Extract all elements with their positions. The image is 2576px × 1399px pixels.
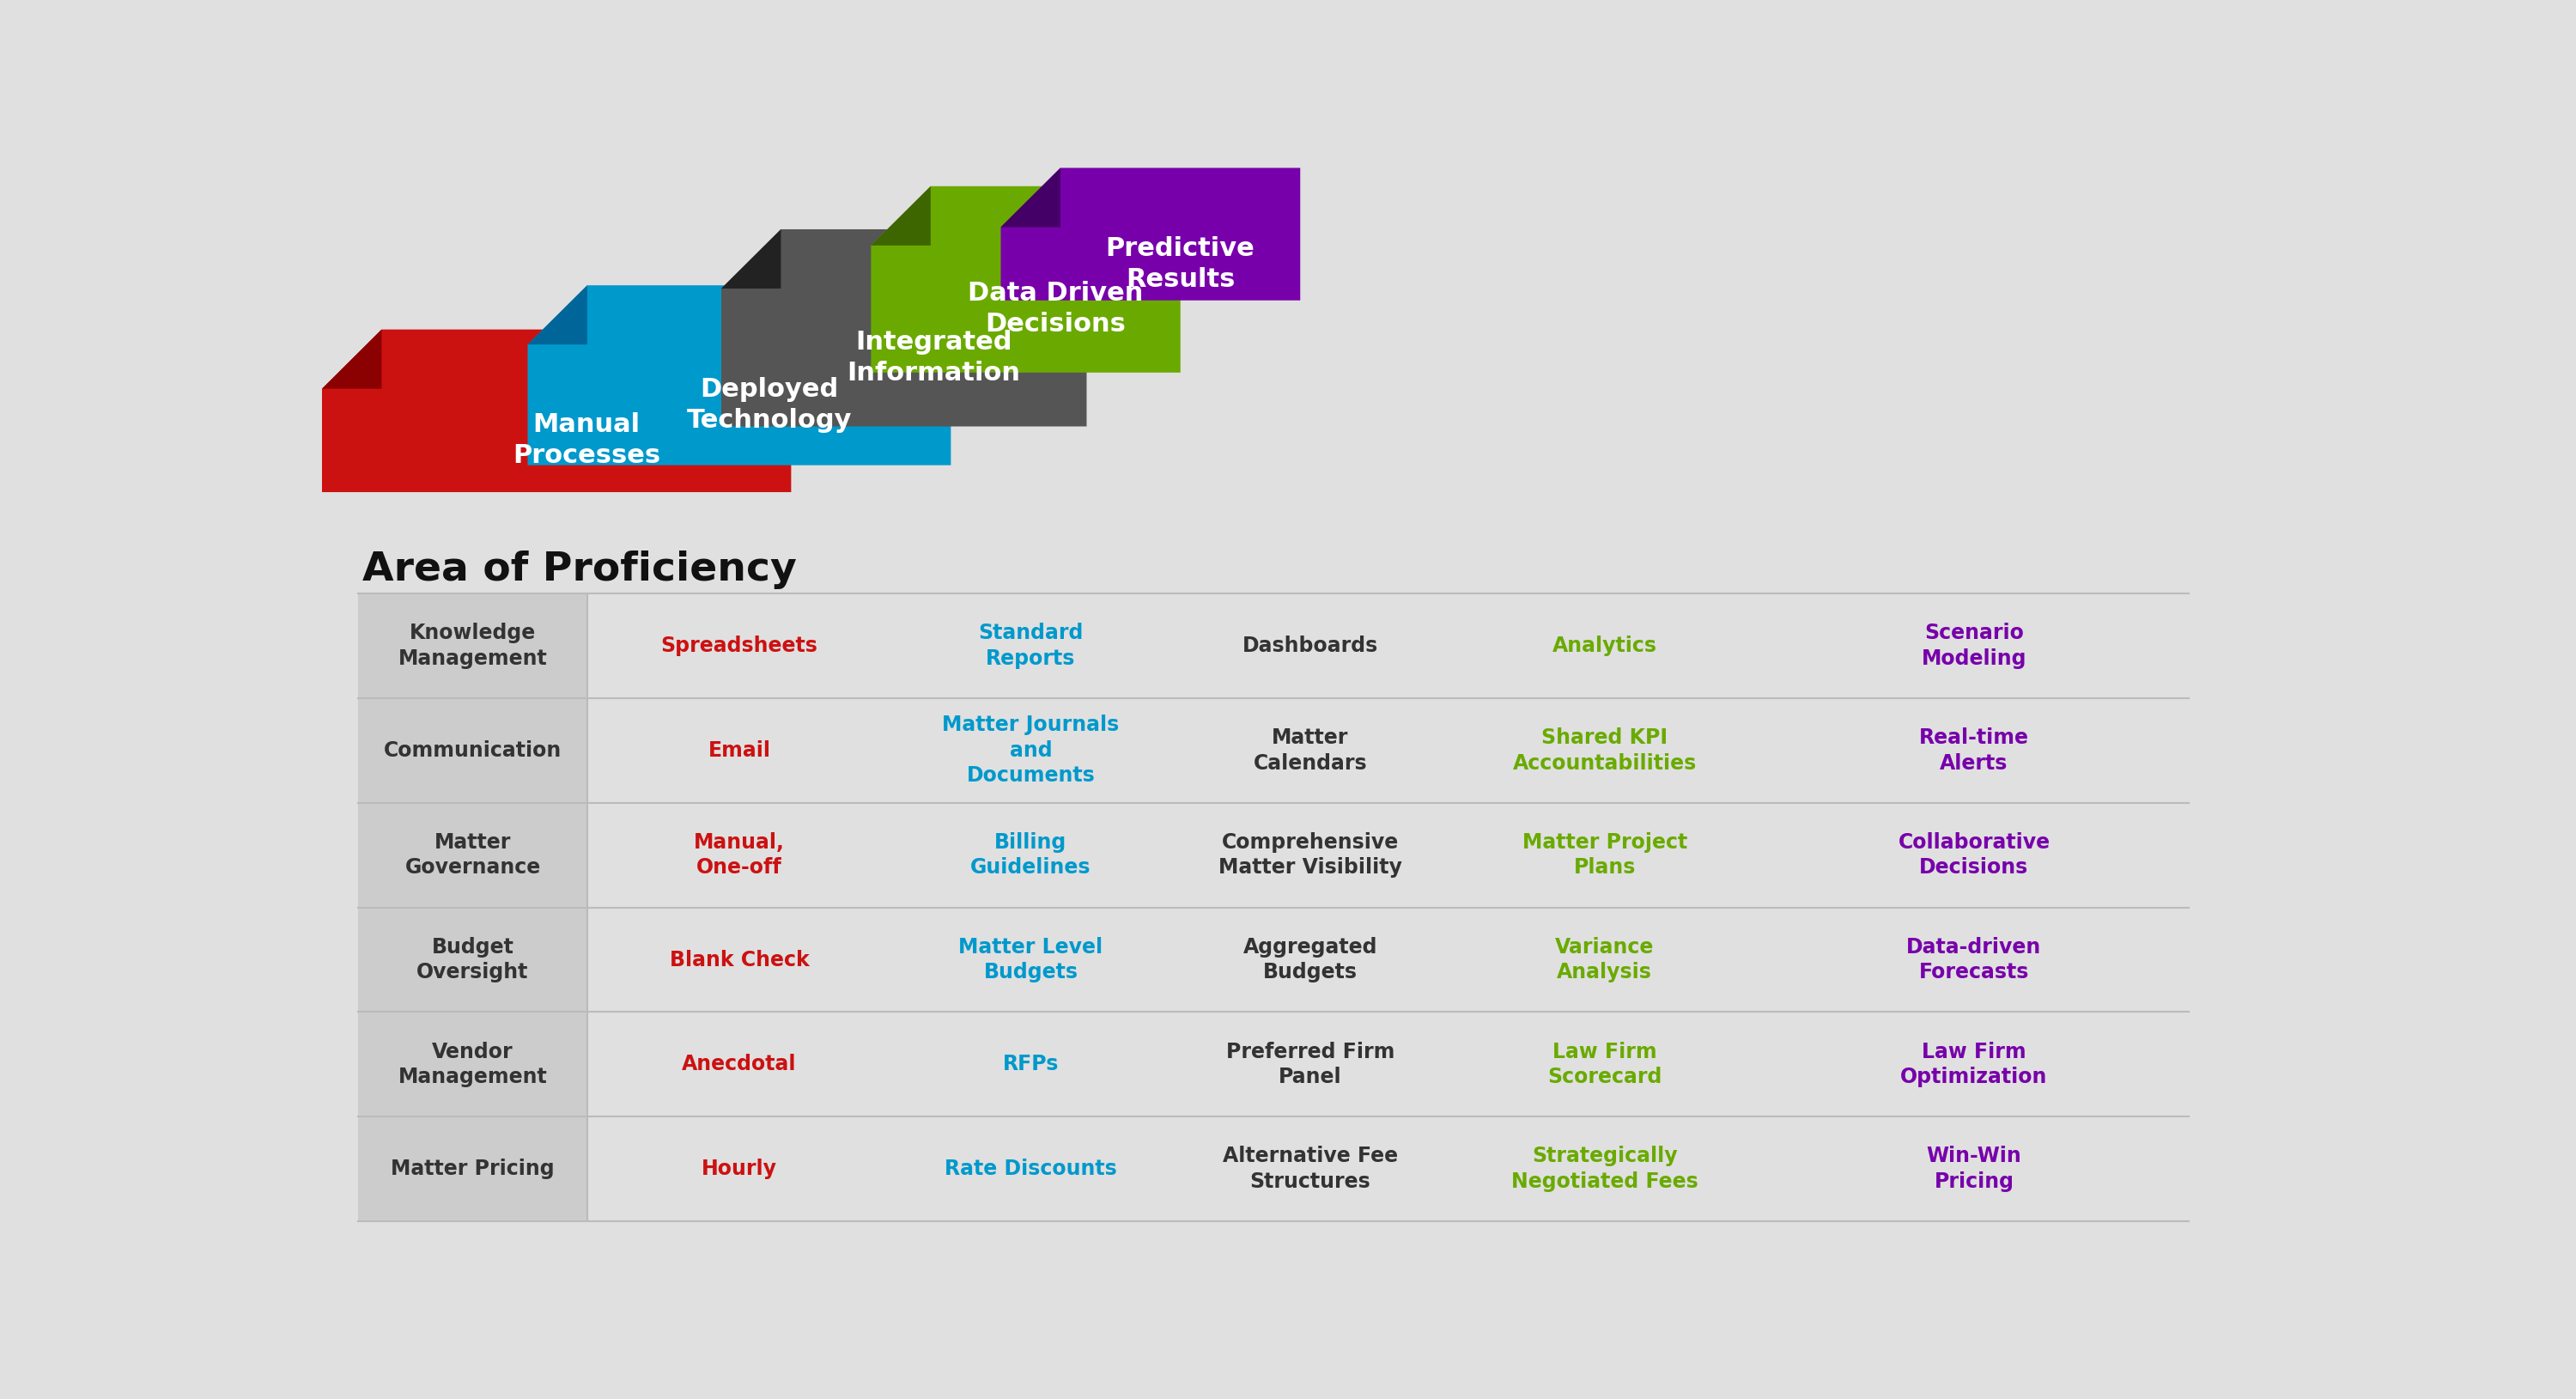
Text: Collaborative
Decisions: Collaborative Decisions: [1899, 832, 2050, 879]
Text: Law Firm
Scorecard: Law Firm Scorecard: [1548, 1041, 1662, 1087]
Text: Comprehensive
Matter Visibility: Comprehensive Matter Visibility: [1218, 832, 1401, 879]
Text: Predictive
Results: Predictive Results: [1105, 236, 1255, 291]
Polygon shape: [999, 168, 1301, 301]
Text: Billing
Guidelines: Billing Guidelines: [971, 832, 1092, 879]
Text: Alternative Fee
Structures: Alternative Fee Structures: [1224, 1146, 1399, 1192]
Text: Data-driven
Forecasts: Data-driven Forecasts: [1906, 937, 2043, 982]
Text: Matter Project
Plans: Matter Project Plans: [1522, 832, 1687, 879]
Text: Standard
Reports: Standard Reports: [979, 623, 1084, 669]
Text: Matter
Governance: Matter Governance: [404, 832, 541, 879]
Text: Deployed
Technology: Deployed Technology: [685, 376, 853, 432]
Text: Law Firm
Optimization: Law Firm Optimization: [1901, 1041, 2048, 1087]
Text: Communication: Communication: [384, 740, 562, 761]
Text: Integrated
Information: Integrated Information: [848, 330, 1020, 385]
Text: Hourly: Hourly: [701, 1158, 778, 1179]
Polygon shape: [871, 186, 930, 245]
Text: Rate Discounts: Rate Discounts: [945, 1158, 1118, 1179]
Polygon shape: [528, 285, 587, 344]
Text: Manual
Processes: Manual Processes: [513, 413, 659, 469]
Polygon shape: [721, 229, 1087, 427]
Text: Vendor
Management: Vendor Management: [399, 1041, 546, 1087]
Text: Matter Journals
and
Documents: Matter Journals and Documents: [943, 715, 1118, 786]
Text: Analytics: Analytics: [1553, 635, 1656, 656]
Text: Aggregated
Budgets: Aggregated Budgets: [1244, 937, 1378, 982]
Text: Matter Pricing: Matter Pricing: [392, 1158, 554, 1179]
Polygon shape: [322, 330, 381, 389]
Text: Preferred Firm
Panel: Preferred Firm Panel: [1226, 1041, 1394, 1087]
Text: Anecdotal: Anecdotal: [683, 1053, 796, 1074]
Text: Matter Level
Budgets: Matter Level Budgets: [958, 937, 1103, 982]
Text: Budget
Oversight: Budget Oversight: [417, 937, 528, 982]
Text: Spreadsheets: Spreadsheets: [659, 635, 817, 656]
Text: Variance
Analysis: Variance Analysis: [1556, 937, 1654, 982]
Polygon shape: [721, 229, 781, 288]
Text: Manual,
One-off: Manual, One-off: [693, 832, 786, 879]
Text: Email: Email: [708, 740, 770, 761]
Text: Shared KPI
Accountabilities: Shared KPI Accountabilities: [1512, 727, 1698, 774]
Text: Blank Check: Blank Check: [670, 950, 809, 970]
Text: RFPs: RFPs: [1002, 1053, 1059, 1074]
Polygon shape: [999, 168, 1061, 227]
Polygon shape: [322, 330, 791, 492]
Text: Dashboards: Dashboards: [1242, 635, 1378, 656]
Text: Strategically
Negotiated Fees: Strategically Negotiated Fees: [1512, 1146, 1698, 1192]
Text: Win-Win
Pricing: Win-Win Pricing: [1927, 1146, 2022, 1192]
Text: Data Driven
Decisions: Data Driven Decisions: [969, 281, 1144, 337]
FancyBboxPatch shape: [358, 593, 587, 1221]
Text: Area of Proficiency: Area of Proficiency: [361, 550, 796, 589]
Polygon shape: [871, 186, 1180, 372]
Text: Real-time
Alerts: Real-time Alerts: [1919, 727, 2030, 774]
Polygon shape: [528, 285, 951, 466]
Text: Scenario
Modeling: Scenario Modeling: [1922, 623, 2027, 669]
Text: Knowledge
Management: Knowledge Management: [399, 623, 546, 669]
Text: Matter
Calendars: Matter Calendars: [1255, 727, 1368, 774]
